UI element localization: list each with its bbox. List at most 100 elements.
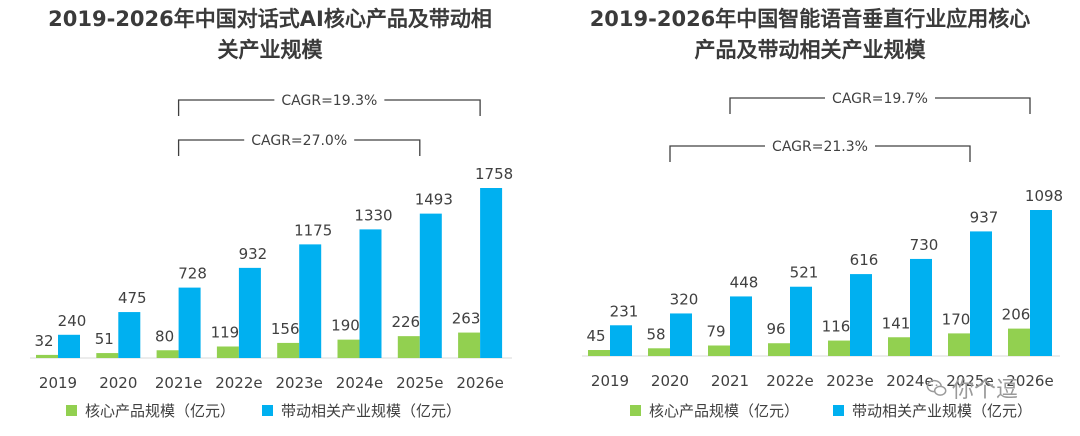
legend-swatch: [66, 405, 77, 416]
bar-related: [850, 274, 872, 356]
data-label: 206: [1002, 306, 1031, 324]
tick-label: 2023e: [826, 372, 873, 390]
legend-label: 核心产品规模（亿元）: [649, 402, 800, 420]
data-label: 79: [706, 322, 725, 340]
tick-label: 2025e: [946, 372, 993, 390]
data-label: 190: [331, 317, 360, 335]
bar-related: [419, 213, 442, 358]
bar-related: [910, 258, 932, 356]
tick-label: 2024e: [886, 372, 933, 390]
bar-core: [458, 332, 481, 358]
data-label: 119: [211, 323, 240, 341]
bar-core: [948, 333, 970, 356]
tick-label: 2024e: [336, 374, 383, 392]
data-label: 263: [452, 310, 481, 328]
data-label: 728: [178, 265, 207, 283]
chart-title: 2019-2026年中国智能语音垂直行业应用核心 产品及带动相关产业规模: [540, 4, 1080, 66]
legend-label: 核心产品规模（亿元）: [85, 402, 236, 420]
bar-related: [610, 325, 632, 356]
data-label: 1493: [415, 191, 453, 209]
data-label: 937: [970, 208, 999, 226]
chart-panel-right: 2019-2026年中国智能语音垂直行业应用核心 产品及带动相关产业规模 45 2…: [540, 0, 1080, 436]
chart-title-line: 2019-2026年中国智能语音垂直行业应用核心: [589, 7, 1031, 31]
bar-related: [359, 229, 382, 358]
tick-label: 2019: [39, 374, 77, 392]
bar-related: [118, 312, 141, 358]
data-label: 240: [58, 312, 87, 330]
legend-item-related: 带动相关产业规模（亿元）: [262, 400, 461, 421]
bar-core: [96, 353, 119, 358]
bar-core: [1008, 328, 1030, 356]
tick-label: 2023e: [275, 374, 322, 392]
data-label: 616: [850, 251, 879, 269]
wechat-icon: [926, 379, 947, 396]
bar-chart: 45 231 2019 58 320 2020 79 448 2021 96 521 2022e 116…: [582, 86, 1063, 390]
data-label: 141: [882, 314, 911, 332]
cagr-label-bg: [765, 134, 875, 156]
bar-related: [58, 334, 80, 358]
data-label: 1175: [294, 221, 332, 239]
data-label: 231: [610, 302, 639, 320]
tick-label: 2026e: [456, 374, 503, 392]
bar-core: [828, 340, 850, 356]
bar-core: [277, 342, 300, 358]
data-label: 475: [118, 289, 147, 307]
bar-core: [888, 337, 910, 356]
bar-related: [238, 267, 261, 358]
cagr-label-bg: [825, 86, 935, 108]
watermark: 你个逗: [926, 372, 1018, 404]
data-label: 226: [391, 313, 420, 331]
legend-item-core: 核心产品规模（亿元）: [630, 400, 799, 421]
legend-item-core: 核心产品规模（亿元）: [66, 400, 235, 421]
tick-label: 2022e: [766, 372, 813, 390]
watermark-text: 你个逗: [952, 378, 1019, 403]
chart-panel-left: 2019-2026年中国对话式AI核心产品及带动相 关产业规模 32 240 201…: [30, 7, 513, 421]
legend-swatch: [262, 405, 273, 416]
data-label: 932: [239, 245, 268, 263]
data-label: 156: [271, 320, 300, 338]
bar-core: [708, 345, 730, 356]
chart-title-line: 关产业规模: [217, 38, 323, 62]
tick-label: 2026e: [1006, 372, 1053, 390]
cagr-label: CAGR=19.3%: [281, 93, 377, 109]
tick-label: 2021e: [155, 374, 202, 392]
data-label: 1098: [1025, 187, 1063, 205]
bar-core: [36, 354, 58, 358]
bar-core: [588, 350, 610, 356]
legend-swatch: [833, 405, 844, 416]
legend-label: 带动相关产业规模（亿元）: [281, 402, 462, 420]
bar-chart: 32 240 2019 51 475 2020 80 728 2021e 119 932 2022e 1…: [30, 88, 513, 392]
data-label: 170: [942, 310, 971, 328]
data-label: 51: [95, 330, 114, 348]
tick-label: 2022e: [215, 374, 262, 392]
data-label: 1330: [354, 206, 392, 224]
bar-related: [970, 231, 992, 356]
bar-related: [480, 188, 503, 358]
legend-swatch: [630, 405, 641, 416]
cagr-label: CAGR=27.0%: [251, 133, 347, 149]
tick-label: 2021: [711, 372, 749, 390]
data-label: 320: [670, 290, 699, 308]
bar-core: [397, 336, 420, 358]
bar-core: [216, 346, 239, 358]
bar-core: [648, 348, 670, 356]
legend-item-related: 带动相关产业规模（亿元）: [833, 400, 1032, 421]
data-label: 521: [790, 264, 819, 282]
tick-label: 2019: [591, 372, 629, 390]
tick-label: 2020: [99, 374, 137, 392]
chart-title-line: 产品及带动相关产业规模: [694, 38, 926, 62]
tick-label: 2020: [651, 372, 689, 390]
cagr-label-bg: [244, 128, 355, 150]
bar-core: [337, 339, 360, 358]
data-label: 96: [766, 320, 785, 338]
data-label: 45: [586, 327, 605, 345]
bar-core: [768, 343, 790, 356]
cagr-label-bg: [274, 88, 385, 110]
bar-related: [730, 296, 752, 356]
data-label: 448: [730, 273, 759, 291]
cagr-label: CAGR=19.7%: [832, 91, 928, 107]
bar-related: [299, 244, 322, 358]
legend-label: 带动相关产业规模（亿元）: [852, 402, 1033, 420]
bar-related: [1030, 210, 1052, 356]
bar-related: [790, 286, 812, 356]
